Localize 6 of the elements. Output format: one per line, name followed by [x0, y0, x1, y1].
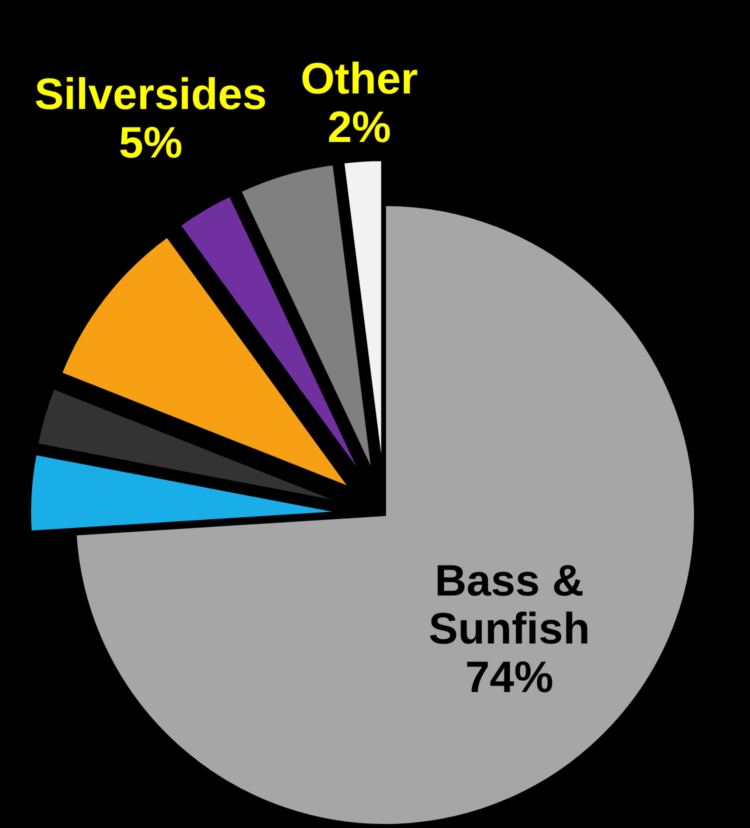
data-label: 2% — [327, 102, 392, 152]
slice-label: Silversides — [34, 70, 267, 119]
data-label: 5% — [118, 118, 182, 168]
slice-label: Other — [300, 54, 418, 104]
slice-label: Bass & Sunfish — [428, 556, 590, 654]
data-label: 74% — [465, 652, 554, 702]
